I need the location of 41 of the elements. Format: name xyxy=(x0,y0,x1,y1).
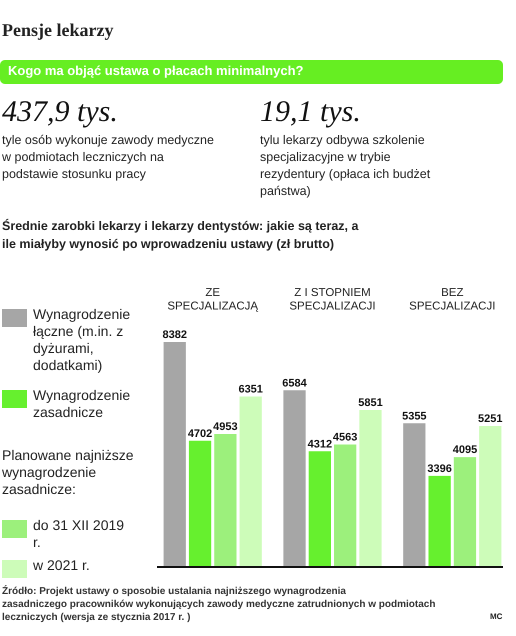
data-label: 3396 xyxy=(427,462,452,475)
bar xyxy=(214,434,237,567)
bar xyxy=(240,396,262,567)
data-label: 4095 xyxy=(452,444,478,456)
x-tick-label: Z I STOPNIEM SPECJALIZACJI xyxy=(289,287,376,312)
text: Planowane najniższe wynagrodzenie zasadnicze: xyxy=(1,447,134,497)
legend-label: do 31 XII 2019 r. xyxy=(33,517,124,550)
legend-label: Wynagrodzenie zasadnicze xyxy=(33,387,130,420)
chart-subtitle: Kogo ma objąć ustawa o płacach minimalnych? xyxy=(8,63,304,78)
text: MC xyxy=(490,612,503,621)
bar xyxy=(359,410,382,567)
bar xyxy=(283,390,306,567)
data-label: 4563 xyxy=(332,432,358,444)
legend-label: w 2021 r. xyxy=(32,557,90,573)
text: 437,9 tys. xyxy=(2,95,118,128)
bar xyxy=(403,423,426,567)
bar xyxy=(188,440,212,567)
bar xyxy=(164,342,186,567)
chart-title: Pensje lekarzy xyxy=(2,20,114,40)
text: tyle osób wykonuje zawody medyczne w podmiotach leczniczych na podstawie stosunku pracy xyxy=(1,133,214,181)
data-label: 5851 xyxy=(358,396,383,409)
data-label: 5251 xyxy=(478,413,503,426)
x-tick-label: BEZ SPECJALIZACJI xyxy=(409,287,496,312)
bar xyxy=(334,444,356,567)
legend-label: Wynagrodzenie łączne (m.in. z dyżurami, dodatkami) xyxy=(33,306,130,373)
bar xyxy=(308,451,331,567)
data-label: 8382 xyxy=(162,329,187,341)
x-tick-label: ZE SPECJALIZACJĄ xyxy=(167,287,258,312)
data-label: 5355 xyxy=(402,410,427,422)
data-label: 4702 xyxy=(188,428,212,440)
data-label: 6584 xyxy=(282,377,308,390)
bar xyxy=(479,426,502,567)
text: tylu lekarzy odbywa szkolenie specjalizacyjne w trybie rezydentury (opłaca ich budżet państwa) xyxy=(260,133,431,198)
data-label: 6351 xyxy=(238,384,263,396)
bar xyxy=(454,457,476,567)
data-label: 4953 xyxy=(213,421,238,434)
text: Średnie zarobki lekarzy i lekarzy dentystów: jakie są teraz, a ile miałyby wynosić po wprowadzeniu ustawy (zł brutto) xyxy=(2,218,360,251)
bar xyxy=(428,476,451,567)
text: Źródło: Projekt ustawy o sposobie ustalania najniższego wynagrodzenia zasadniczego pracowników wykonujących zawody medyczne zatrudnionych w podmiotach leczniczych (wersja ze stycznia 2017 r. ) xyxy=(2,585,436,623)
text: 19,1 tys. xyxy=(260,95,361,128)
data-label: 4312 xyxy=(308,438,332,450)
